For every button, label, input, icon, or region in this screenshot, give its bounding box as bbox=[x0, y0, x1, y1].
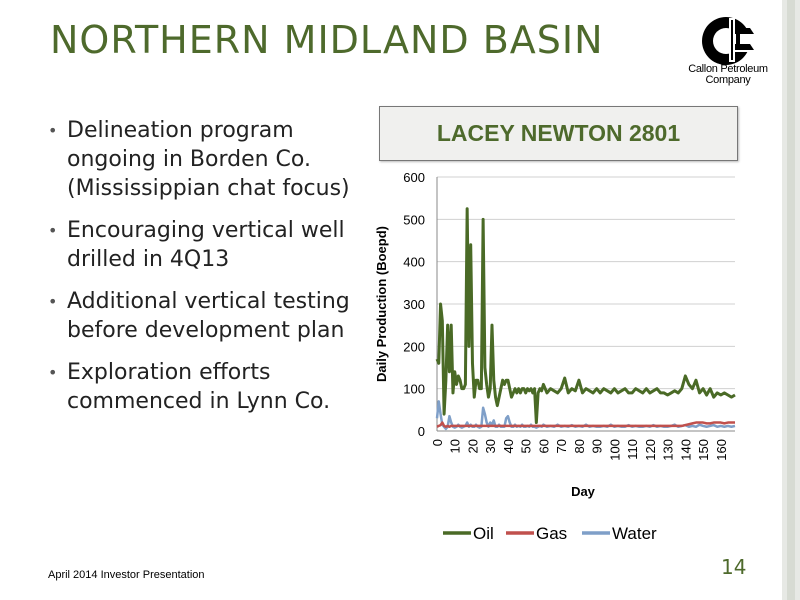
x-tick-label: 110 bbox=[625, 439, 640, 460]
bullet-icon: • bbox=[48, 363, 58, 382]
x-tick-label: 90 bbox=[590, 439, 605, 453]
bullet-item: • Encouraging vertical well drilled in 4Q… bbox=[48, 216, 368, 274]
bullet-text: Exploration efforts commenced in Lynn Co… bbox=[67, 360, 331, 414]
chart-title-box: LACEY NEWTON 2801 bbox=[379, 106, 738, 161]
y-tick-label: 600 bbox=[403, 170, 425, 185]
y-tick-label: 200 bbox=[403, 339, 425, 354]
x-tick-label: 70 bbox=[554, 439, 569, 453]
bullet-icon: • bbox=[48, 121, 58, 140]
bullet-item: • Delineation program ongoing in Borden C… bbox=[48, 116, 368, 203]
chart-title: LACEY NEWTON 2801 bbox=[436, 120, 681, 146]
x-tick-label: 160 bbox=[714, 439, 729, 461]
bullet-item: • Additional vertical testing before deve… bbox=[48, 287, 368, 345]
x-tick-label: 150 bbox=[696, 439, 711, 461]
bullet-text: Encouraging vertical well drilled in 4Q1… bbox=[67, 218, 345, 272]
legend-label-water: Water bbox=[612, 524, 657, 543]
x-tick-label: 100 bbox=[607, 439, 622, 461]
footer-text: April 2014 Investor Presentation bbox=[48, 569, 205, 581]
legend-label-oil: Oil bbox=[473, 524, 494, 543]
x-tick-label: 60 bbox=[536, 439, 551, 453]
right-accent-bar bbox=[782, 0, 800, 600]
bullet-text: Additional vertical testing before devel… bbox=[67, 289, 350, 343]
bullet-icon: • bbox=[48, 292, 58, 311]
x-tick-label: 120 bbox=[643, 439, 658, 461]
x-tick-label: 10 bbox=[448, 439, 463, 453]
series-line-gas bbox=[436, 421, 735, 429]
x-tick-label: 20 bbox=[465, 439, 480, 453]
x-tick-label: 50 bbox=[519, 439, 534, 453]
logo-line-2: Company bbox=[705, 74, 751, 86]
company-logo: Callon Petroleum Company bbox=[676, 14, 780, 94]
x-tick-label: 140 bbox=[678, 439, 693, 461]
x-tick-label: 40 bbox=[501, 439, 516, 453]
y-tick-label: 100 bbox=[403, 382, 425, 397]
y-tick-label: 300 bbox=[403, 297, 425, 312]
series-line-oil bbox=[435, 207, 736, 425]
bullet-icon: • bbox=[48, 221, 58, 240]
bullet-text: Delineation program ongoing in Borden Co… bbox=[67, 118, 350, 201]
y-tick-label: 500 bbox=[403, 212, 425, 227]
x-tick-label: 30 bbox=[483, 439, 498, 453]
logo-icon bbox=[702, 17, 762, 65]
page-number: 14 bbox=[721, 555, 747, 579]
slide-title: NORTHERN MIDLAND BASIN bbox=[50, 18, 604, 62]
y-tick-label: 400 bbox=[403, 255, 425, 270]
x-tick-label: 80 bbox=[572, 439, 587, 453]
y-axis-label: Daily Production (Boepd) bbox=[374, 226, 389, 382]
logo-line-1: Callon Petroleum bbox=[688, 63, 768, 75]
y-tick-label: 0 bbox=[418, 424, 425, 439]
x-tick-label: 0 bbox=[430, 439, 445, 446]
bullet-item: • Exploration efforts commenced in Lynn C… bbox=[48, 358, 368, 416]
x-axis-label: Day bbox=[571, 484, 596, 499]
legend-label-gas: Gas bbox=[536, 524, 567, 543]
x-tick-label: 130 bbox=[661, 439, 676, 461]
logo-text: Callon Petroleum Company bbox=[676, 64, 780, 86]
bullet-list: • Delineation program ongoing in Borden C… bbox=[48, 116, 368, 429]
